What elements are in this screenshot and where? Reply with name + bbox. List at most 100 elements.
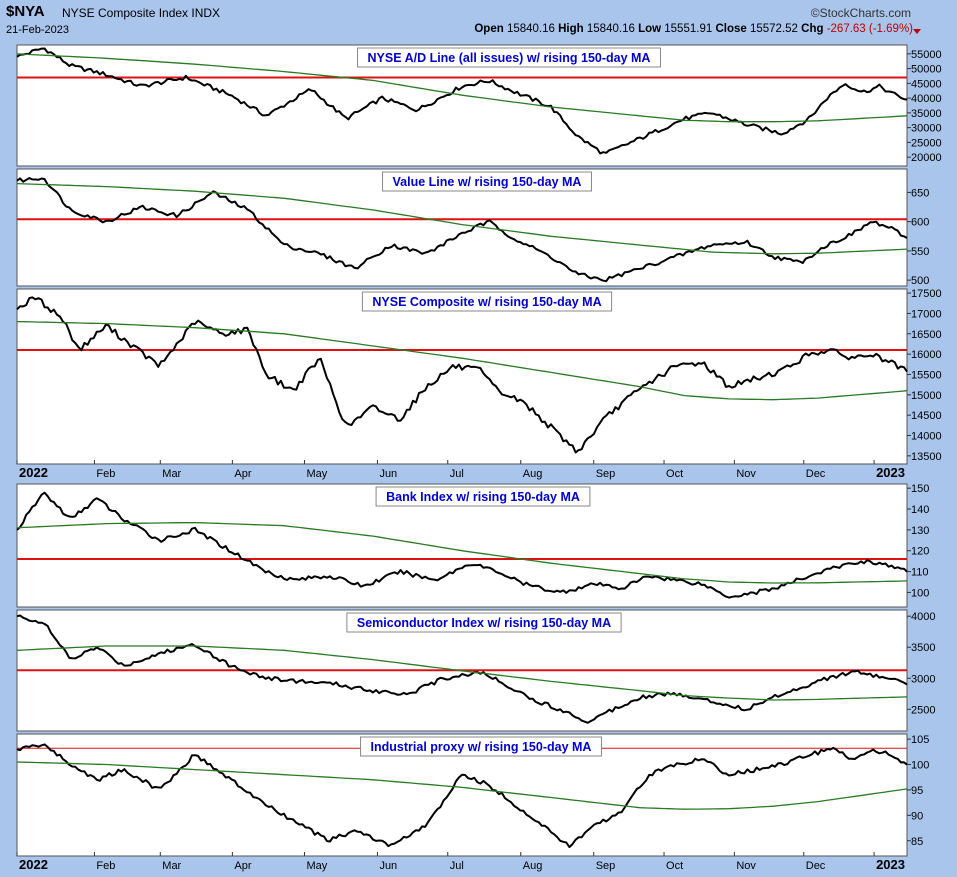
y-tick-label: 17000 <box>911 308 942 320</box>
y-tick-label: 25000 <box>911 137 942 149</box>
ma-line <box>16 645 908 701</box>
panel-title: Value Line w/ rising 150-day MA <box>382 171 592 192</box>
ma-line <box>16 521 908 584</box>
price-line <box>16 296 908 454</box>
x-tick-label: Jul <box>450 860 464 872</box>
high-label: High <box>558 23 584 35</box>
x-tick-label: 2022 <box>19 465 48 480</box>
panel-1: 20000 25000 30000 35000 40000 45000 50000 55000… <box>16 44 942 167</box>
panel-title-text: Industrial proxy w/ rising 150-day MA <box>371 740 592 754</box>
panel-title-text: Value Line w/ rising 150-day MA <box>393 175 582 189</box>
y-tick-label: 15000 <box>911 390 942 402</box>
low-value: 15551.91 <box>664 23 713 35</box>
y-tick-label: 14000 <box>911 431 942 443</box>
y-tick-label: 16000 <box>911 349 942 361</box>
x-tick-label: Nov <box>736 860 756 872</box>
ma-line <box>16 761 908 810</box>
y-tick-label: 650 <box>911 187 929 199</box>
brand-text: StockCharts.com <box>819 6 911 20</box>
panel-title-text: NYSE A/D Line (all issues) w/ rising 150… <box>368 51 651 65</box>
brand-label: ©StockCharts.com <box>810 6 911 20</box>
y-tick-label: 105 <box>911 734 929 746</box>
panel-title-box <box>357 47 661 68</box>
y-tick-label: 130 <box>911 525 929 537</box>
y-tick-label: 20000 <box>911 152 942 164</box>
y-tick-label: 150 <box>911 483 929 495</box>
symbol: $NYA <box>6 3 45 20</box>
y-tick-label: 500 <box>911 275 929 287</box>
price-line <box>16 47 908 155</box>
panel-4: 100 110 120 130 140 150 Bank Index w/ rising 1… <box>16 483 929 608</box>
ma-line <box>16 53 908 123</box>
chart-header: $NYA NYSE Composite Index INDX 21-Feb-20… <box>0 0 957 44</box>
y-tick-label: 14500 <box>911 410 942 422</box>
y-tick-label: 3500 <box>911 642 935 654</box>
index-name: NYSE Composite Index INDX <box>62 6 221 20</box>
y-tick-label: 95 <box>911 785 923 797</box>
panel-title: Bank Index w/ rising 150-day MA <box>375 486 591 507</box>
y-tick-label: 90 <box>911 810 923 822</box>
y-tick-label: 2500 <box>911 704 935 716</box>
low-label: Low <box>638 23 662 35</box>
panel-5: 2500 3000 3500 4000 Semiconductor Index w/ r… <box>16 609 935 732</box>
x-tick-label: May <box>306 468 327 480</box>
price-line <box>16 491 908 599</box>
open-value: 15840.16 <box>506 23 555 35</box>
y-tick-label: 120 <box>911 546 929 558</box>
y-tick-label: 13500 <box>911 451 942 463</box>
x-tick-label: Apr <box>234 468 251 480</box>
y-tick-label: 50000 <box>911 64 942 76</box>
panel-title-box <box>346 612 622 633</box>
price-line <box>16 743 908 849</box>
y-tick-label: 40000 <box>911 93 942 105</box>
x-axis-1: 2022 Feb Mar Apr May Jun Jul Aug Sep Oct Nov Dec 202… <box>16 460 905 480</box>
panel-title: NYSE A/D Line (all issues) w/ rising 150… <box>357 47 661 68</box>
panel-6: 85 90 95 100 105 Industrial proxy w/ rising 1… <box>16 733 929 857</box>
y-tick-label: 85 <box>911 836 923 848</box>
y-tick-label: 550 <box>911 246 929 258</box>
y-tick-label: 140 <box>911 504 929 516</box>
y-tick-label: 3000 <box>911 673 935 685</box>
panel-title: Industrial proxy w/ rising 150-day MA <box>360 736 602 757</box>
x-tick-label: Aug <box>523 468 543 480</box>
x-tick-label: Feb <box>96 860 115 872</box>
y-tick-label: 100 <box>911 760 929 772</box>
chart-date: 21-Feb-2023 <box>6 24 69 36</box>
x-tick-label: Sep <box>596 860 616 872</box>
y-tick-label: 55000 <box>911 49 942 61</box>
x-tick-label: Aug <box>523 860 543 872</box>
x-tick-label: Oct <box>666 468 683 480</box>
high-value: 15840.16 <box>586 23 635 35</box>
y-tick-label: 600 <box>911 217 929 229</box>
y-tick-label: 100 <box>911 587 929 599</box>
chg-label: Chg <box>801 23 824 35</box>
down-arrow-icon <box>913 29 921 34</box>
x-tick-label: Feb <box>96 468 115 480</box>
panel-title-box <box>361 291 613 312</box>
quote-line: Open 15840.16 High 15840.16 Low 15551.91… <box>474 23 913 35</box>
x-tick-label: May <box>306 860 327 872</box>
x-tick-label: Mar <box>162 860 181 872</box>
x-tick-label: 2022 <box>19 857 48 872</box>
panel-title: Semiconductor Index w/ rising 150-day MA <box>346 612 622 633</box>
x-tick-label: Dec <box>806 468 826 480</box>
x-tick-label: Oct <box>666 860 683 872</box>
panel-title: NYSE Composite w/ rising 150-day MA <box>361 291 613 312</box>
panel-title-box <box>382 171 592 192</box>
x-tick-label: 2023 <box>876 857 905 872</box>
panel-3: 13500 14000 14500 15000 15500 16000 16500 17000… <box>16 288 942 465</box>
x-tick-label: Jun <box>379 860 397 872</box>
y-tick-label: 16500 <box>911 329 942 341</box>
y-tick-label: 45000 <box>911 78 942 90</box>
close-value: 15572.52 <box>749 23 798 35</box>
y-tick-label: 4000 <box>911 611 935 623</box>
panel-title-text: NYSE Composite w/ rising 150-day MA <box>372 295 601 309</box>
plot-area <box>16 288 908 465</box>
price-line <box>16 614 908 724</box>
price-line <box>16 177 908 283</box>
x-tick-label: Dec <box>806 860 826 872</box>
y-tick-label: 30000 <box>911 123 942 135</box>
y-tick-label: 35000 <box>911 108 942 120</box>
x-tick-label: Jun <box>379 468 397 480</box>
